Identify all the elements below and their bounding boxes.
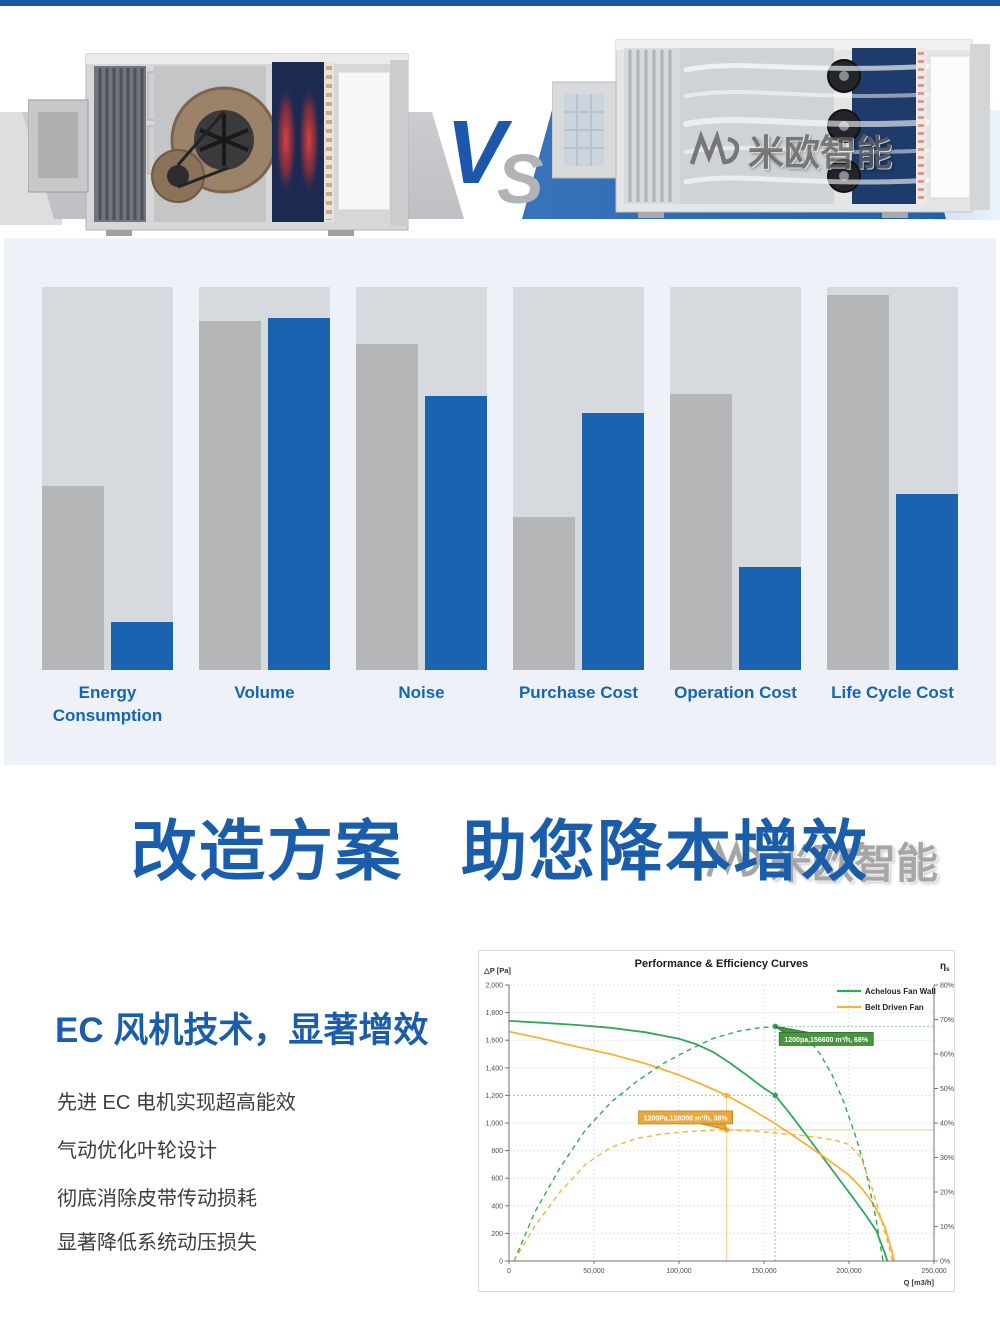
svg-text:0: 0: [507, 1268, 511, 1275]
bar-new-unit: [739, 566, 801, 670]
ec-bullet: 气动优化叶轮设计: [57, 1140, 217, 1162]
bar-label: Purchase Cost: [518, 683, 639, 702]
bar-group: [356, 287, 487, 670]
page-title: 改造方案 助您降本增效: [0, 818, 1000, 884]
bar-label: Energy Consumption: [52, 683, 163, 725]
bar-old-unit: [199, 321, 261, 670]
bar-label: Operation Cost: [674, 683, 797, 702]
bar-new-unit: [896, 493, 958, 670]
legend-label: Achelous Fan Wall: [865, 987, 936, 996]
bar-new-unit: [425, 396, 487, 670]
svg-text:1,600: 1,600: [485, 1038, 503, 1045]
brand-logo-icon: [689, 131, 740, 165]
legend-label: Belt Driven Fan: [865, 1003, 924, 1012]
comparison-section: Energy Consumption Volume Noise Purchase Co…: [4, 238, 996, 887]
top-accent-bar: [0, 0, 1000, 6]
brand-watermark-text: 米欧智能: [748, 132, 893, 173]
bar-group: [199, 287, 330, 670]
svg-text:30%: 30%: [940, 1155, 954, 1162]
series-belt-dp: [508, 1030, 895, 1262]
svg-text:250,000: 250,000: [921, 1268, 946, 1275]
new-unit-prefilter: [624, 48, 680, 204]
vs-letter-v: V: [446, 103, 507, 203]
brand-logo-icon: [706, 839, 761, 877]
series-achelous-eta: [513, 1025, 884, 1262]
bar-label: Life Cycle Cost: [831, 683, 954, 702]
page-title-part2: 助您降本增效: [461, 814, 869, 888]
svg-text:0: 0: [499, 1259, 503, 1266]
new-unit-filter: [929, 55, 971, 199]
bar-group: [513, 287, 644, 670]
op-point-label: 1200pa,156600 m³/h, 68%: [784, 1037, 868, 1044]
svg-text:ηs: ηs: [940, 961, 950, 973]
bar-new-unit: [111, 622, 173, 670]
svg-text:1,200: 1,200: [485, 1093, 503, 1100]
svg-text:200,000: 200,000: [836, 1268, 861, 1275]
bar-label: Noise: [398, 683, 445, 702]
old-unit-illustration: [28, 53, 409, 236]
bar-chart: [42, 287, 958, 670]
series-belt-eta: [513, 1129, 894, 1262]
chart-title: Performance & Efficiency Curves: [635, 958, 809, 970]
svg-text:1,800: 1,800: [485, 1010, 503, 1017]
svg-text:60%: 60%: [940, 1052, 954, 1059]
op-point-label: 1200Pa,128000 m³/h, 38%: [644, 1115, 729, 1122]
hero-comparison-banner: V S: [0, 6, 1000, 238]
svg-text:20%: 20%: [940, 1190, 954, 1197]
svg-text:△P [Pa]: △P [Pa]: [483, 966, 511, 975]
new-unit-illustration: [552, 39, 990, 218]
performance-chart-svg: 0 200 400 600 800 1,000 1,200 1,400 1,600 1,800 2,…: [483, 958, 954, 1287]
performance-chart: 0 200 400 600 800 1,000 1,200 1,400 1,600 1,800 2,…: [478, 950, 955, 1292]
svg-text:800: 800: [491, 1148, 503, 1155]
bar-group: [670, 287, 801, 670]
svg-text:0%: 0%: [940, 1259, 950, 1266]
svg-text:50,000: 50,000: [583, 1268, 605, 1275]
ec-bullet: 先进 EC 电机实现超高能效: [57, 1092, 296, 1114]
svg-text:40%: 40%: [940, 1121, 954, 1128]
bar-old-unit: [356, 344, 418, 670]
bar-old-unit: [42, 486, 104, 670]
brand-watermark: 米欧智能: [704, 830, 938, 891]
bar-label: Volume: [234, 683, 295, 702]
ec-section-title: EC 风机技术，显著增效: [55, 1011, 429, 1050]
bar-new-unit: [268, 317, 330, 670]
brand-watermark-text: 米欧智能: [770, 840, 939, 887]
svg-text:150,000: 150,000: [751, 1268, 776, 1275]
brand-watermark: 米欧智能: [688, 124, 892, 176]
page-title-part1: 改造方案: [131, 814, 403, 888]
svg-text:600: 600: [491, 1176, 503, 1183]
series-achelous-dp: [508, 1020, 889, 1262]
old-unit-filter: [337, 71, 391, 211]
bar-chart-labels: Energy Consumption Volume Noise Purchase Co…: [42, 682, 958, 728]
svg-text:50%: 50%: [940, 1086, 954, 1093]
bar-old-unit: [670, 394, 732, 670]
svg-text:1,400: 1,400: [485, 1065, 503, 1072]
svg-text:1,000: 1,000: [485, 1121, 503, 1128]
ec-bullet: 彻底消除皮带传动损耗: [57, 1188, 257, 1210]
bar-old-unit: [827, 294, 889, 670]
bar-old-unit: [513, 516, 575, 670]
svg-text:2,000: 2,000: [485, 983, 503, 990]
ec-bullet: 显著降低系统动压损失: [57, 1232, 257, 1254]
svg-text:70%: 70%: [940, 1017, 954, 1024]
fan-belt: [176, 111, 226, 166]
svg-text:10%: 10%: [940, 1224, 954, 1231]
svg-text:80%: 80%: [940, 983, 954, 990]
svg-text:400: 400: [491, 1203, 503, 1210]
bar-group: [827, 287, 958, 670]
vs-letter-s: S: [497, 140, 544, 218]
svg-text:100,000: 100,000: [666, 1268, 691, 1275]
svg-text:200: 200: [491, 1231, 503, 1238]
bar-new-unit: [582, 413, 644, 670]
svg-text:Q [m3/h]: Q [m3/h]: [904, 1278, 935, 1287]
bar-group: [42, 287, 173, 670]
